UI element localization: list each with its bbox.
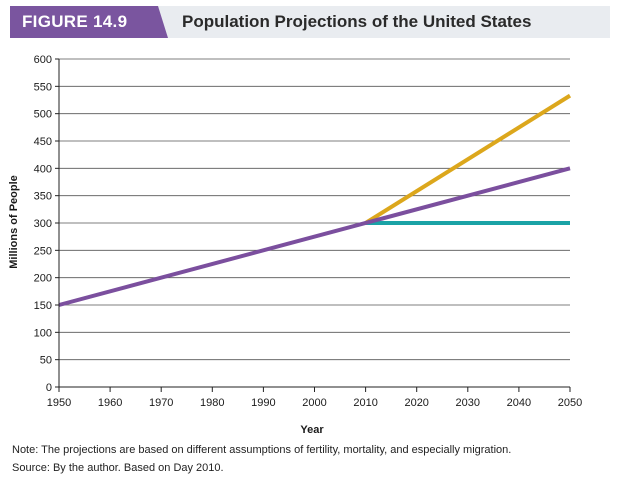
x-tick-label-2030: 2030 — [456, 397, 480, 409]
x-tick-label-1950: 1950 — [47, 397, 71, 409]
x-tick-label-1980: 1980 — [200, 397, 224, 409]
x-tick-label-2020: 2020 — [404, 397, 428, 409]
y-tick-label-250: 250 — [34, 245, 52, 257]
x-tick-label-2050: 2050 — [558, 397, 582, 409]
y-tick-label-100: 100 — [34, 327, 52, 339]
figure-header: FIGURE 14.9 Population Projections of th… — [10, 6, 610, 38]
y-tick-label-50: 50 — [40, 355, 52, 367]
y-tick-label-150: 150 — [34, 300, 52, 312]
axes: 0 50 100 150 200 250 300 350 400 450 500 550 600 1950… — [34, 54, 583, 409]
x-tick-label-2000: 2000 — [302, 397, 326, 409]
chart-note: Note: The projections are based on diffe… — [12, 444, 512, 456]
figure-label: FIGURE 14.9 — [22, 12, 128, 31]
x-tick-label-2010: 2010 — [353, 397, 377, 409]
y-tick-label-550: 550 — [34, 81, 52, 93]
series-line-high-projection — [364, 93, 572, 225]
y-tick-label-600: 600 — [34, 54, 52, 66]
x-tick-label-1990: 1990 — [251, 397, 275, 409]
y-tick-label-300: 300 — [34, 218, 52, 230]
series — [58, 93, 572, 307]
x-axis-title: Year — [300, 424, 324, 436]
x-tick-label-1960: 1960 — [98, 397, 122, 409]
grid — [59, 58, 570, 361]
y-tick-label-450: 450 — [34, 136, 52, 148]
series-line-historical-and-middle-projection — [58, 166, 571, 307]
x-tick-label-1970: 1970 — [149, 397, 173, 409]
y-tick-label-0: 0 — [46, 382, 52, 394]
chart-source: Source: By the author. Based on Day 2010… — [12, 462, 224, 474]
x-tick-label-2040: 2040 — [507, 397, 531, 409]
y-tick-label-500: 500 — [34, 109, 52, 121]
y-tick-label-400: 400 — [34, 163, 52, 175]
y-axis-title: Millions of People — [8, 175, 20, 269]
figure-title: Population Projections of the United Sta… — [182, 12, 532, 31]
figure-badge: FIGURE 14.9 — [10, 6, 168, 38]
y-tick-label-350: 350 — [34, 191, 52, 203]
y-tick-label-200: 200 — [34, 273, 52, 285]
